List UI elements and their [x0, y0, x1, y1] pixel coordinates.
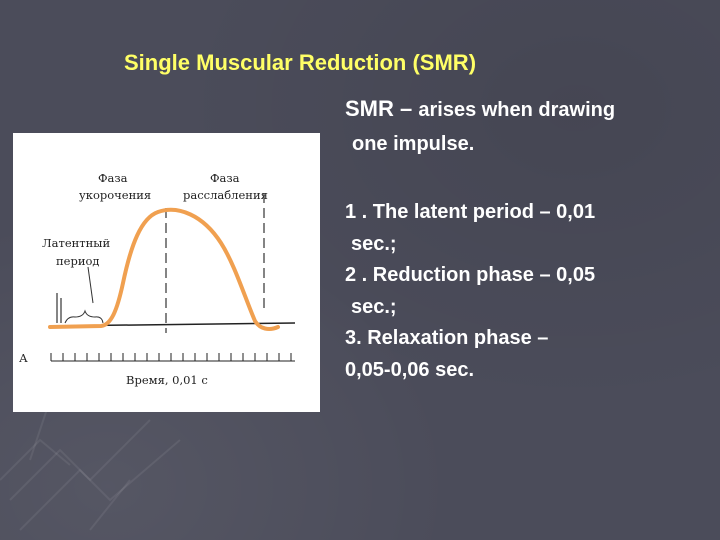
contraction-curve [48, 207, 280, 331]
phase-2-line1: 2 . Reduction phase – 0,05 [345, 264, 596, 286]
phase-1-line1: 1 . The latent period – 0,01 [345, 201, 596, 223]
contraction-figure: Фаза укорочения Фаза расслабления Латент… [13, 133, 320, 412]
phase-list: 1 . The latent period – 0,01 sec.; 2 . R… [345, 197, 595, 386]
label-latent-2: период [56, 254, 100, 268]
latent-brace [64, 309, 104, 324]
label-left-mark: А [19, 351, 28, 365]
smr-definition-line2: one impulse. [352, 133, 475, 155]
label-latent-1: Латентный [42, 236, 110, 250]
time-axis-ticks [50, 353, 292, 361]
label-relaxation-2: расслабления [183, 188, 268, 202]
smr-definition: SMR – arises when drawing [345, 96, 615, 122]
phase-1-line2: sec.; [351, 232, 397, 255]
label-relaxation-1: Фаза [210, 171, 240, 185]
smr-abbr: SMR [345, 96, 394, 121]
smr-dash: – [393, 96, 419, 121]
phase-3-line1: 3. Relaxation phase – [345, 327, 549, 349]
contraction-diagram: Фаза укорочения Фаза расслабления Латент… [19, 171, 296, 387]
phase-3-line2: 0,05-0,06 sec. [345, 358, 474, 381]
phase-2-line2: sec.; [351, 295, 397, 318]
latent-pointer-line [87, 266, 94, 304]
label-shortening-1: Фаза [98, 171, 128, 185]
label-time-axis: Время, 0,01 с [126, 373, 208, 387]
slide-title: Single Muscular Reduction (SMR) [124, 50, 477, 75]
smr-definition-line1: arises when drawing [418, 99, 616, 121]
label-shortening-2: укорочения [79, 188, 151, 202]
